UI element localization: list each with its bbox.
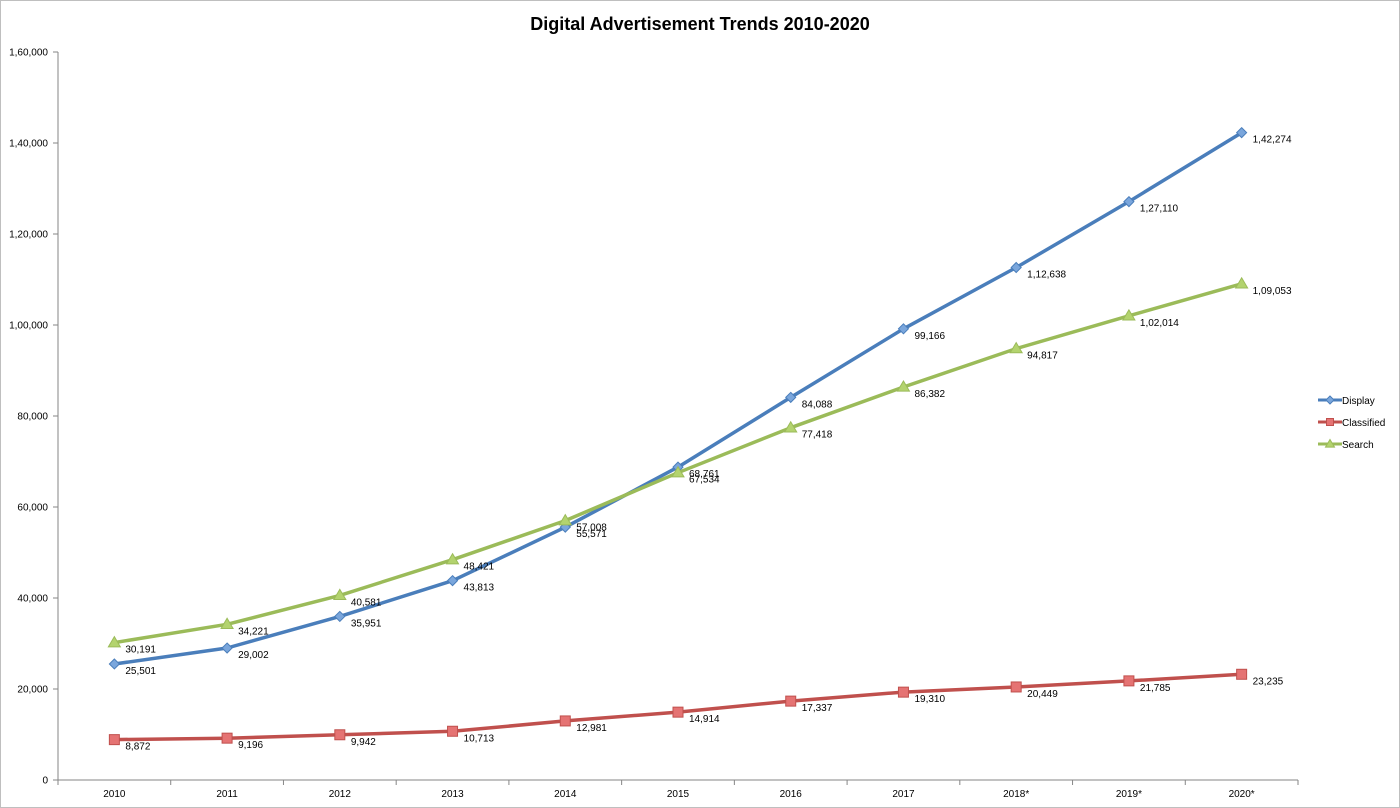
marker-classified — [447, 725, 459, 737]
x-tick-label: 2018* — [1003, 789, 1029, 800]
legend-label-search: Search — [1342, 440, 1374, 451]
y-tick-label: 60,000 — [17, 503, 48, 514]
data-label-search: 1,09,053 — [1253, 286, 1292, 297]
series-lines — [112, 130, 1244, 742]
data-label-classified: 23,235 — [1253, 676, 1284, 687]
marker-display — [221, 642, 233, 654]
marker-classified — [672, 706, 684, 718]
data-labels: 25,501 29,002 35,951 43,813 55,571 68,761 84,0… — [125, 135, 1292, 753]
data-label-display: 29,002 — [238, 650, 269, 661]
marker-classified — [334, 729, 346, 741]
data-label-display: 99,166 — [914, 331, 945, 342]
data-label-search: 67,534 — [689, 475, 720, 486]
x-tick-label: 2019* — [1116, 789, 1142, 800]
data-label-search: 48,421 — [464, 562, 495, 573]
marker-classified — [221, 732, 233, 744]
y-tick-label: 1,00,000 — [9, 321, 48, 332]
marker-search — [445, 552, 460, 565]
legend-label-display: Display — [1342, 396, 1375, 407]
y-tick-label: 1,20,000 — [9, 230, 48, 241]
marker-display — [108, 658, 121, 670]
data-label-classified: 19,310 — [914, 694, 945, 705]
marker-display — [897, 323, 910, 335]
legend-marker-search — [1324, 438, 1336, 448]
legend-label-classified: Classified — [1342, 418, 1385, 429]
legend-marker-classified — [1326, 418, 1334, 426]
data-label-search: 1,02,014 — [1140, 318, 1179, 329]
series-markers — [107, 126, 1249, 746]
x-tick-label: 2010 — [103, 789, 126, 800]
data-label-search: 57,008 — [576, 523, 607, 534]
data-label-display: 35,951 — [351, 618, 382, 629]
data-label-search: 77,418 — [802, 430, 833, 441]
data-label-display: 1,12,638 — [1027, 269, 1066, 280]
marker-classified — [108, 734, 120, 746]
y-tick-label: 1,60,000 — [9, 48, 48, 59]
marker-search — [332, 588, 347, 601]
marker-classified — [1010, 681, 1022, 693]
data-label-display: 84,088 — [802, 399, 833, 410]
marker-display — [446, 574, 459, 587]
marker-search — [1009, 341, 1024, 354]
data-label-display: 25,501 — [125, 666, 156, 677]
data-label-search: 34,221 — [238, 626, 269, 637]
y-tick-label: 80,000 — [17, 412, 48, 423]
marker-search — [558, 513, 573, 526]
marker-classified — [1236, 668, 1248, 680]
data-label-classified: 10,713 — [464, 733, 495, 744]
data-label-classified: 9,942 — [351, 737, 376, 748]
legend-marker-display — [1325, 395, 1335, 405]
data-label-search: 86,382 — [914, 389, 945, 400]
data-label-display: 55,571 — [576, 529, 607, 540]
axes: 0 20,000 40,000 60,000 80,000 1,00,000 1,20,00… — [9, 48, 1299, 800]
marker-classified — [1123, 675, 1135, 687]
data-label-display: 1,27,110 — [1140, 204, 1179, 215]
y-tick-label: 40,000 — [17, 594, 48, 605]
marker-search — [671, 465, 685, 478]
x-tick-label: 2013 — [441, 789, 464, 800]
data-label-classified: 14,914 — [689, 714, 720, 725]
marker-display — [1235, 126, 1248, 139]
data-label-classified: 20,449 — [1027, 689, 1058, 700]
legend: Display Classified Search — [1318, 395, 1385, 451]
y-tick-label: 0 — [42, 776, 48, 787]
x-tick-label: 2017 — [892, 789, 915, 800]
data-label-classified: 12,981 — [576, 723, 607, 734]
marker-display — [1123, 195, 1135, 208]
marker-classified — [785, 695, 797, 707]
series-line-display — [112, 130, 1244, 666]
x-tick-label: 2014 — [554, 789, 577, 800]
marker-search — [1234, 276, 1249, 289]
x-tick-label: 2020* — [1229, 789, 1255, 800]
data-label-display: 68,761 — [689, 469, 720, 480]
y-tick-label: 1,40,000 — [9, 139, 48, 150]
x-tick-label: 2015 — [667, 789, 690, 800]
x-tick-label: 2016 — [780, 789, 803, 800]
marker-search — [896, 379, 911, 392]
data-label-classified: 17,337 — [802, 703, 833, 714]
data-label-display: 43,813 — [464, 583, 495, 594]
marker-search — [220, 617, 234, 629]
data-label-classified: 9,196 — [238, 740, 263, 751]
data-label-search: 94,817 — [1027, 351, 1058, 362]
marker-search — [783, 420, 798, 433]
marker-display — [334, 610, 346, 623]
marker-display — [1010, 261, 1022, 274]
data-label-classified: 21,785 — [1140, 683, 1171, 694]
data-label-search: 30,191 — [125, 645, 156, 656]
data-label-classified: 8,872 — [125, 742, 150, 753]
marker-search — [107, 635, 122, 648]
marker-display — [785, 391, 797, 404]
x-tick-label: 2011 — [216, 789, 238, 800]
x-tick-label: 2012 — [329, 789, 352, 800]
marker-classified — [897, 686, 909, 698]
marker-classified — [559, 715, 571, 727]
data-label-display: 1,42,274 — [1253, 135, 1292, 146]
data-label-search: 40,581 — [351, 597, 382, 608]
marker-search — [1122, 308, 1136, 321]
chart-title: Digital Advertisement Trends 2010-2020 — [530, 14, 870, 34]
y-tick-label: 20,000 — [17, 685, 48, 696]
